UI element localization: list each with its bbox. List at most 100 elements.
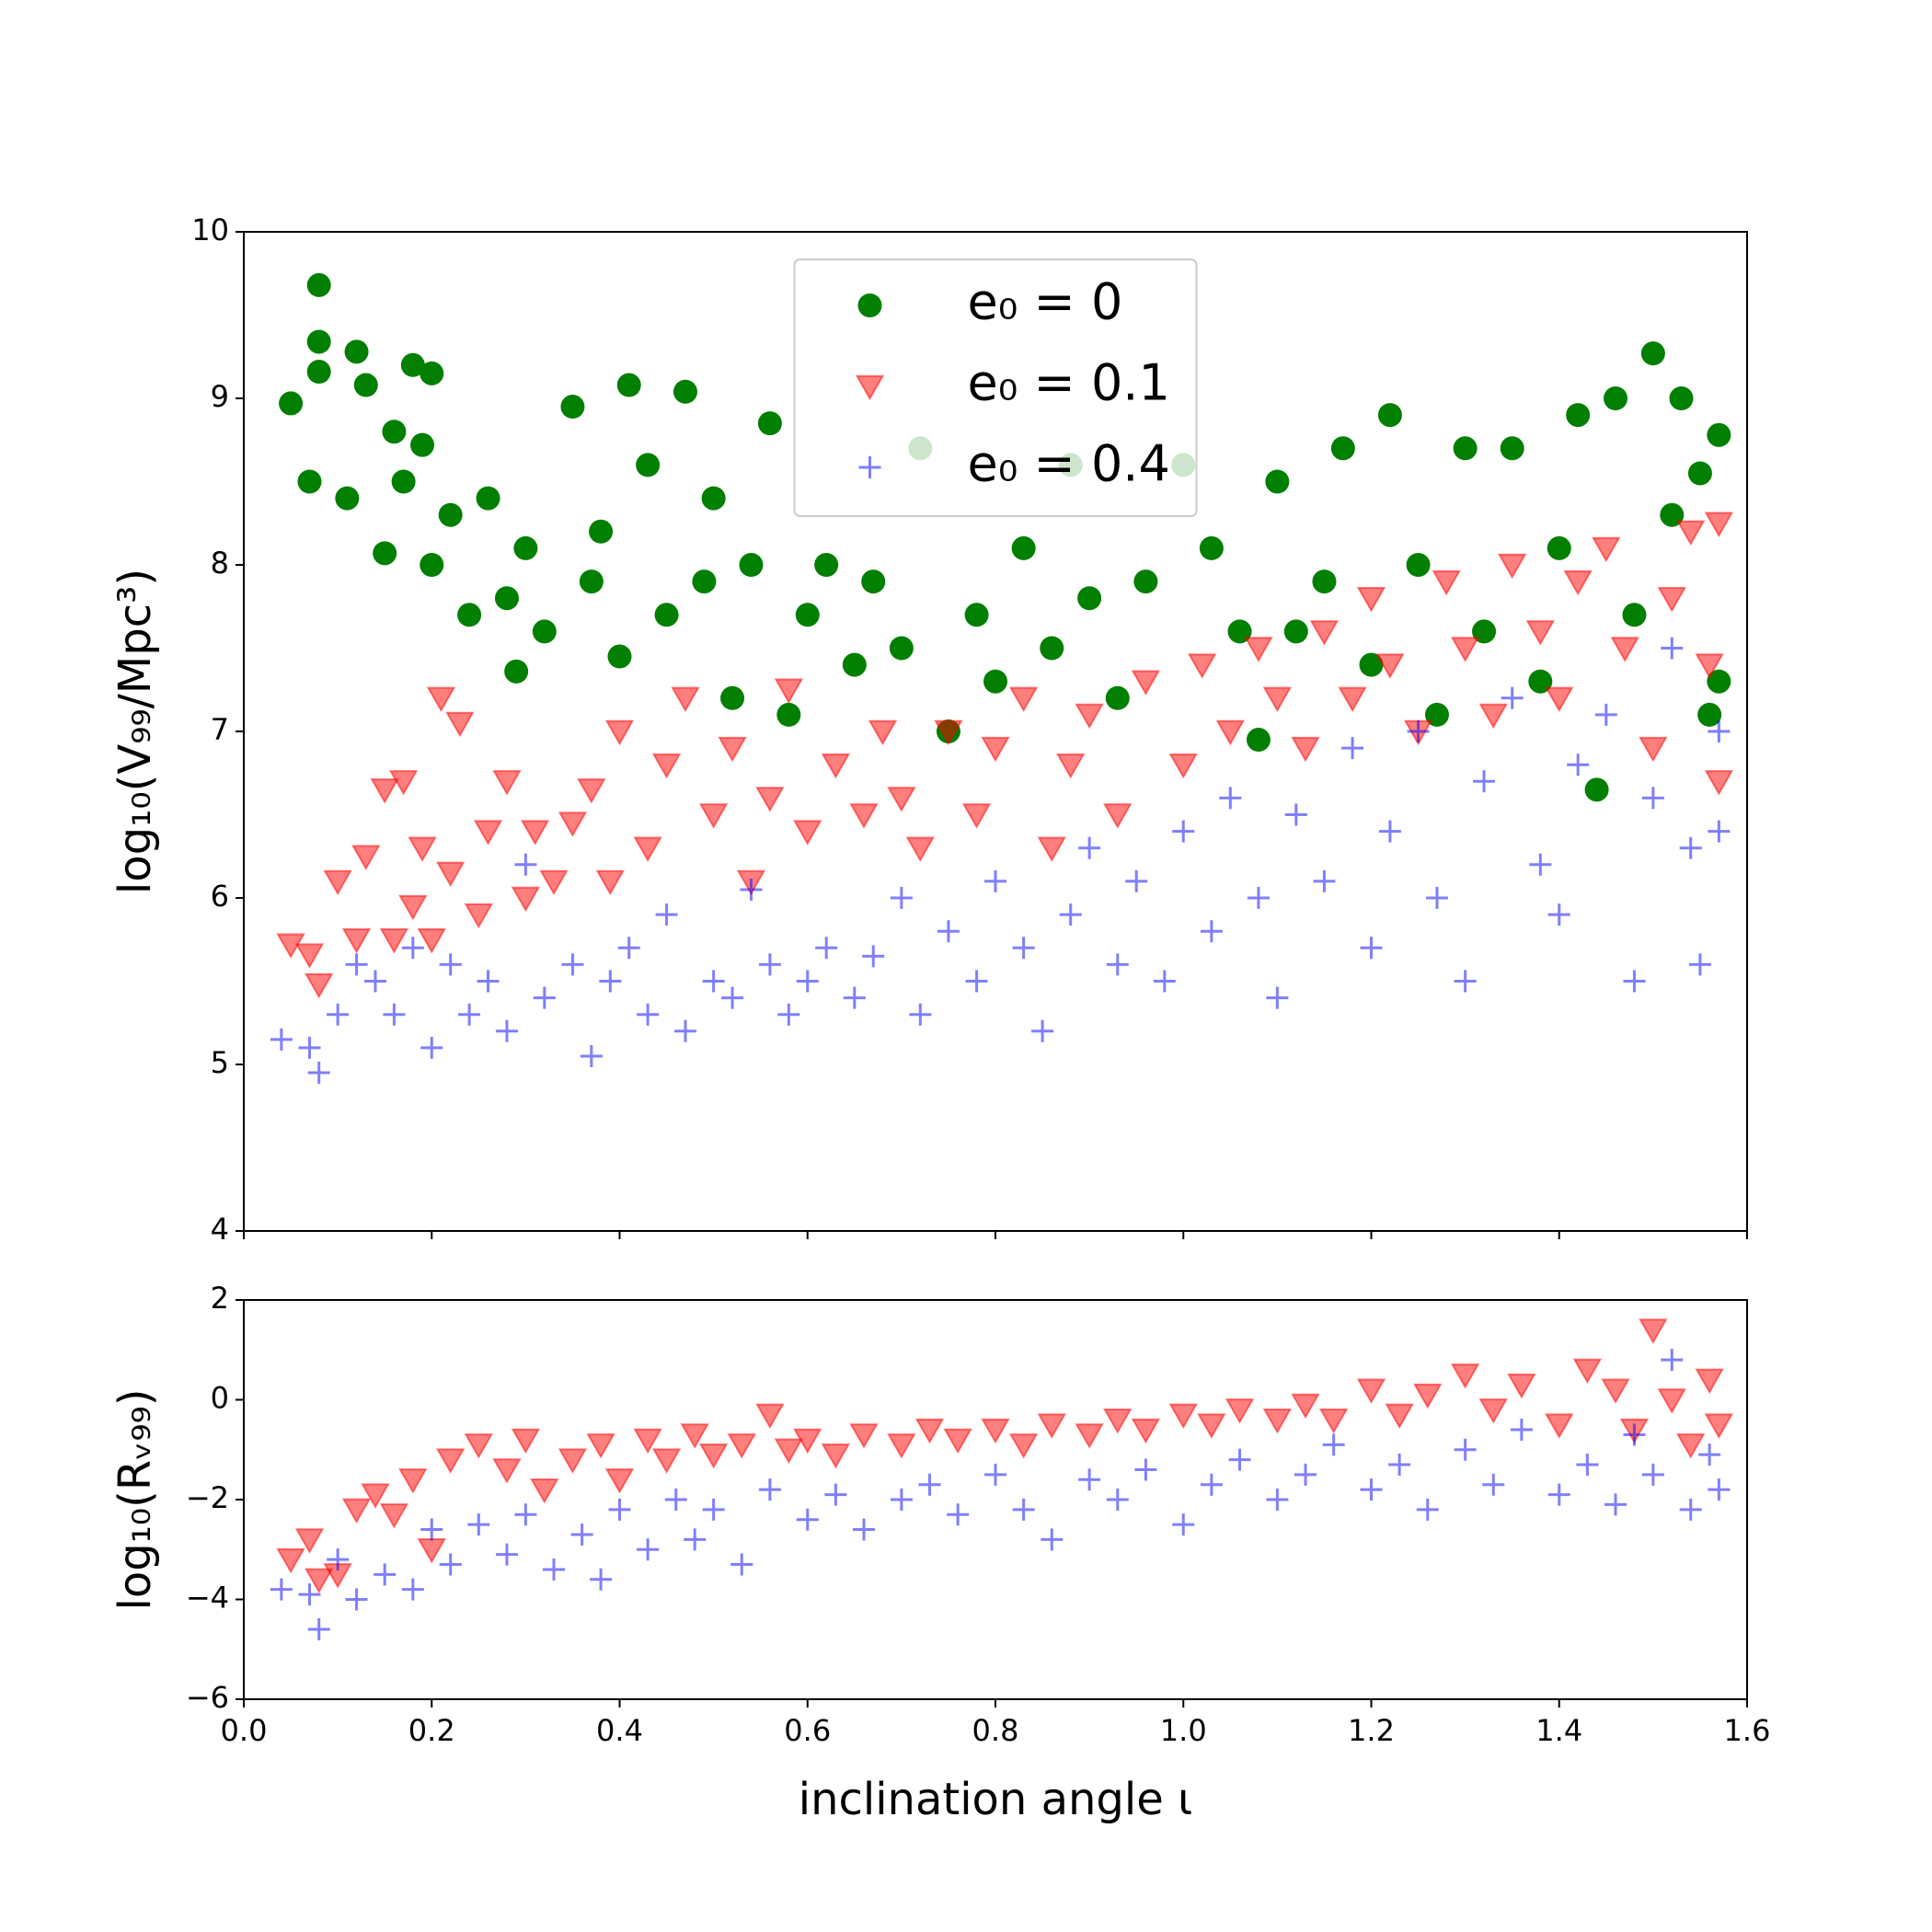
- marker-triangle: [633, 836, 662, 863]
- y-tick-label: 5: [211, 1045, 229, 1080]
- marker-triangle: [408, 836, 437, 863]
- marker-plus: [909, 1003, 932, 1026]
- marker-triangle: [1639, 736, 1668, 763]
- marker-triangle: [1572, 1358, 1603, 1385]
- marker-triangle: [1309, 620, 1340, 646]
- marker-plus: [947, 1503, 970, 1526]
- marker-plus: [1661, 637, 1684, 660]
- marker-plus: [796, 1508, 819, 1531]
- marker-plus: [1679, 836, 1702, 859]
- legend-label: e₀ = 0.1: [968, 354, 1170, 412]
- marker-circle: [795, 603, 820, 627]
- marker-plus: [561, 953, 584, 976]
- marker-circle: [1246, 728, 1271, 753]
- marker-triangle: [821, 753, 851, 779]
- marker-circle: [410, 432, 435, 457]
- marker-plus: [1482, 1473, 1505, 1496]
- marker-circle: [1105, 685, 1130, 710]
- marker-circle: [344, 339, 369, 364]
- marker-triangle: [1131, 670, 1161, 696]
- marker-plus: [655, 903, 678, 926]
- marker-triangle: [539, 869, 569, 896]
- marker-triangle: [1545, 686, 1574, 713]
- marker-triangle: [887, 1433, 916, 1459]
- marker-plus: [1698, 1443, 1721, 1466]
- marker-circle: [1040, 636, 1064, 661]
- marker-triangle: [1525, 620, 1556, 646]
- marker-plus: [984, 1463, 1006, 1486]
- marker-plus: [815, 937, 838, 960]
- marker-triangle: [341, 1498, 372, 1524]
- marker-triangle: [530, 1478, 559, 1504]
- marker-circle: [373, 541, 397, 566]
- marker-circle: [1707, 669, 1731, 694]
- marker-plus: [1407, 720, 1430, 742]
- marker-circle: [616, 373, 641, 397]
- marker-circle: [306, 272, 331, 297]
- marker-plus: [730, 1553, 753, 1576]
- marker-circle: [532, 619, 557, 644]
- marker-plus: [1266, 986, 1289, 1009]
- marker-triangle: [304, 972, 334, 999]
- marker-circle: [1687, 461, 1712, 486]
- marker-plus: [1388, 1454, 1411, 1477]
- marker-plus: [1125, 869, 1148, 892]
- marker-plus: [862, 945, 885, 968]
- marker-circle: [297, 469, 322, 494]
- marker-triangle: [398, 894, 428, 921]
- marker-triangle: [1507, 1374, 1536, 1399]
- marker-circle: [457, 603, 482, 627]
- marker-plus: [1078, 1468, 1101, 1491]
- marker-triangle: [370, 778, 399, 804]
- marker-plus: [1661, 1349, 1684, 1372]
- x-tick-label: 0.0: [221, 1713, 268, 1748]
- marker-plus: [1708, 820, 1731, 843]
- marker-plus: [345, 1588, 368, 1611]
- marker-circle: [861, 569, 886, 594]
- marker-circle: [842, 652, 867, 677]
- marker-triangle: [426, 686, 456, 713]
- marker-plus: [1106, 1489, 1129, 1511]
- marker-plus: [758, 1478, 781, 1501]
- marker-plus: [374, 1563, 397, 1586]
- y-axis-label: log₁₀(Rᵥ₉₉): [109, 1389, 161, 1611]
- marker-plus: [1416, 1498, 1439, 1521]
- y-tick-label: −2: [186, 1480, 229, 1515]
- marker-plus: [1547, 903, 1570, 926]
- marker-circle: [560, 395, 585, 420]
- y-tick-label: 10: [191, 213, 229, 247]
- marker-triangle: [1432, 569, 1461, 596]
- marker-triangle: [1338, 686, 1367, 713]
- marker-plus: [327, 1003, 350, 1026]
- marker-plus: [1172, 820, 1195, 843]
- marker-triangle: [1037, 1413, 1067, 1439]
- marker-triangle: [914, 1418, 945, 1444]
- marker-plus: [1219, 787, 1242, 810]
- marker-triangle: [1413, 1383, 1443, 1409]
- marker-triangle: [1075, 1423, 1104, 1449]
- marker-triangle: [1008, 686, 1039, 713]
- marker-plus: [1360, 1478, 1383, 1501]
- marker-triangle: [1197, 1413, 1226, 1439]
- marker-plus: [637, 1538, 660, 1561]
- marker-plus: [1473, 770, 1496, 793]
- x-tick-label: 1.2: [1348, 1713, 1395, 1748]
- marker-circle: [1697, 702, 1722, 727]
- marker-circle: [579, 569, 604, 594]
- x-tick-label: 0.2: [408, 1713, 455, 1748]
- marker-circle: [983, 669, 1007, 694]
- marker-triangle: [492, 1458, 522, 1484]
- marker-triangle: [1356, 587, 1386, 613]
- marker-triangle: [1450, 637, 1480, 662]
- marker-plus: [1134, 1458, 1157, 1481]
- marker-circle: [589, 519, 614, 544]
- marker-circle: [1584, 777, 1609, 802]
- marker-triangle: [821, 1443, 851, 1469]
- marker-triangle: [718, 736, 747, 763]
- marker-circle: [692, 569, 717, 594]
- marker-triangle: [1704, 770, 1734, 796]
- marker-plus: [1012, 1498, 1035, 1521]
- marker-plus: [514, 853, 537, 876]
- y-tick-label: 8: [211, 546, 229, 581]
